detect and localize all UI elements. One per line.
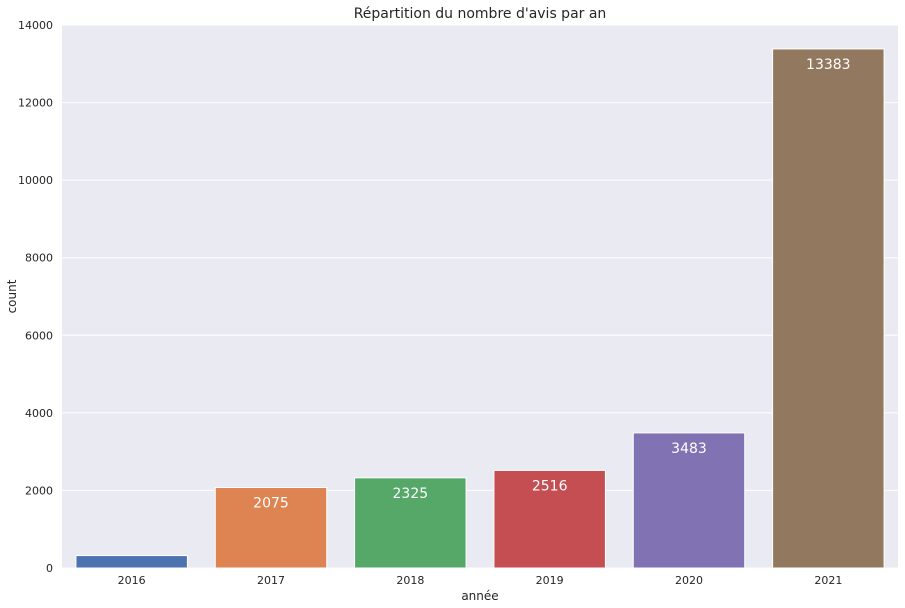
x-axis-label: année [461,589,498,603]
bar-value-labels: 2075 2325 2516 3483 13383 [253,57,850,512]
x-tick-label: 2019 [536,574,564,587]
y-tick-label: 0 [46,562,53,575]
bar-2017 [214,487,328,569]
x-tick-label: 2021 [814,574,842,587]
y-tick-label: 6000 [25,329,53,342]
bar-2019 [493,469,606,569]
bar-value-label: 3483 [671,441,707,457]
y-tick-label: 10000 [18,174,53,187]
x-tick-label: 2016 [118,574,146,587]
bar-value-label: 13383 [806,57,851,73]
chart-title: Répartition du nombre d'avis par an [354,6,607,22]
y-tick-labels: 0 2000 4000 6000 8000 10000 12000 14000 [18,19,53,575]
y-tick-label: 14000 [18,19,53,32]
bar-2021 [772,48,885,569]
y-tick-label: 2000 [25,484,53,497]
bar-2020 [632,432,746,569]
bar-value-label: 2325 [393,486,429,502]
bars [75,48,885,569]
bar-value-label: 2516 [532,478,568,494]
x-tick-label: 2018 [396,574,424,587]
x-tick-label: 2020 [675,574,703,587]
y-axis-label: count [5,279,19,313]
y-tick-label: 4000 [25,407,53,420]
x-tick-labels: 2016 2017 2018 2019 2020 2021 [118,574,843,587]
bar-value-label: 2075 [253,496,289,512]
y-tick-label: 12000 [18,97,53,110]
y-tick-label: 8000 [25,252,53,265]
bar-2016 [75,555,188,569]
bar-2018 [354,477,467,569]
plot-area [62,25,898,568]
gridlines [62,24,898,569]
x-tick-label: 2017 [257,574,285,587]
